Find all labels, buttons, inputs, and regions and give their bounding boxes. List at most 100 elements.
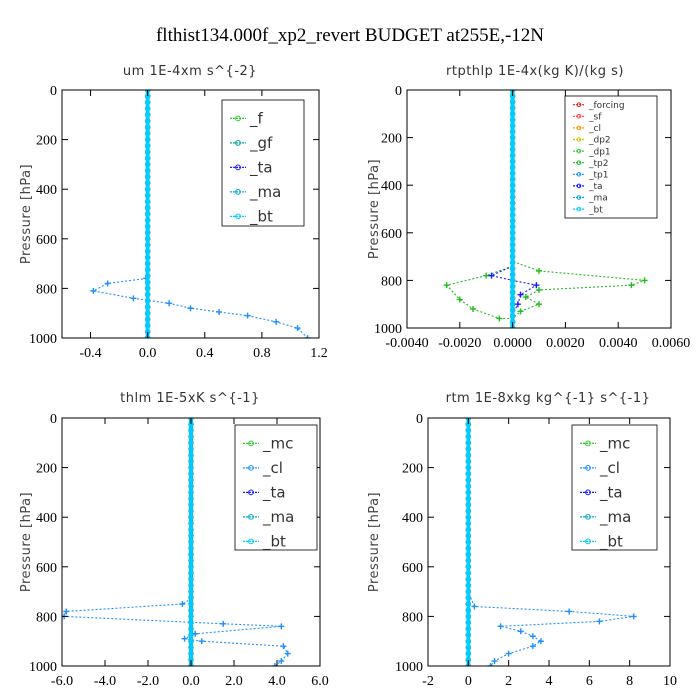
data-point — [536, 301, 542, 308]
x-tick-label: 0.8 — [253, 346, 271, 361]
data-point — [145, 99, 151, 106]
data-point — [145, 155, 151, 161]
y-tick-label: 600 — [402, 561, 423, 576]
x-tick-label: 0.0020 — [546, 336, 585, 351]
x-tick-label: 6.0 — [311, 674, 329, 689]
legend-marker — [585, 489, 591, 496]
data-point — [145, 242, 151, 248]
legend-marker — [235, 139, 241, 146]
legend-label: _mc — [599, 435, 630, 454]
plot-area — [443, 90, 648, 328]
data-point — [509, 301, 516, 307]
data-point — [145, 192, 151, 199]
y-tick-label: 200 — [36, 134, 57, 149]
data-point — [188, 557, 194, 564]
data-point — [304, 335, 311, 338]
subplots: um 1E-4xm s^{-2}Pressure [hPa]0200400600… — [19, 64, 690, 689]
data-point — [536, 286, 542, 293]
legend-marker — [585, 513, 591, 520]
data-point — [630, 613, 637, 620]
data-point — [470, 305, 476, 312]
data-point — [465, 638, 471, 644]
y-tick-label: 0 — [50, 84, 57, 99]
data-point — [509, 134, 516, 141]
data-point — [509, 289, 516, 295]
data-point — [517, 628, 524, 635]
data-point — [517, 291, 524, 298]
x-tick-label: 6 — [586, 674, 593, 689]
legend-marker — [585, 440, 591, 447]
legend-label: _f — [249, 110, 264, 129]
data-point — [465, 632, 471, 638]
data-point — [145, 285, 151, 292]
x-tick-label: 1.2 — [310, 346, 328, 361]
legend-label: _sf — [588, 112, 602, 122]
y-tick-label: 0 — [416, 412, 423, 427]
series-cl — [62, 418, 291, 666]
data-point — [145, 143, 151, 149]
x-tick-label: 0.0000 — [493, 336, 532, 351]
y-tick-label: 800 — [402, 610, 423, 625]
data-point — [145, 322, 151, 329]
legend-marker — [576, 114, 582, 119]
data-point — [145, 298, 151, 304]
data-point — [188, 595, 194, 601]
plot-area — [90, 90, 311, 338]
data-point — [188, 626, 194, 632]
legend-marker — [235, 164, 241, 171]
data-point — [522, 294, 529, 301]
series-bt — [509, 90, 516, 328]
legend-marker — [235, 188, 241, 195]
legend-marker — [576, 137, 582, 142]
y-tick-label: 400 — [381, 179, 402, 194]
data-point — [188, 520, 194, 527]
x-tick-label: 0.4 — [196, 346, 214, 361]
legend-label: _cl — [262, 459, 283, 478]
data-point — [465, 520, 471, 527]
x-tick-label: 0 — [465, 674, 472, 689]
data-point — [181, 635, 188, 642]
data-point — [465, 570, 471, 576]
data-point — [145, 136, 151, 143]
legend-marker — [235, 213, 241, 220]
y-tick-label: 600 — [36, 561, 57, 576]
data-point — [465, 619, 471, 626]
series-line — [63, 418, 289, 666]
data-point — [509, 247, 516, 254]
data-point — [188, 514, 194, 520]
data-point — [509, 259, 516, 266]
legend-box — [221, 99, 305, 227]
legend-label: _forcing — [588, 101, 625, 111]
data-point — [509, 271, 516, 278]
data-point — [284, 650, 291, 657]
y-axis-label: Pressure [hPa] — [367, 492, 382, 592]
data-point — [188, 452, 194, 458]
y-tick-label: 0 — [395, 84, 402, 99]
data-point — [509, 218, 516, 224]
data-point — [188, 471, 194, 477]
data-point — [465, 551, 471, 558]
data-point — [509, 176, 516, 182]
legend-marker — [576, 160, 582, 165]
y-tick-label: 600 — [381, 227, 402, 242]
data-point — [509, 182, 516, 188]
data-point — [497, 623, 504, 630]
data-point — [104, 280, 111, 287]
data-point — [509, 146, 516, 153]
legend-label: _ma — [249, 183, 281, 202]
y-axis-label: Pressure [hPa] — [19, 164, 34, 264]
data-point — [273, 318, 280, 325]
data-point — [188, 570, 194, 576]
y-tick-label: 200 — [402, 462, 423, 477]
legend-label: _tp1 — [588, 170, 608, 180]
data-point — [509, 224, 516, 230]
data-point — [145, 118, 151, 124]
subplot-4: rtm 1E-8xkg kg^{-1} s^{-1} Pressure [hPa]… — [367, 391, 677, 689]
data-point — [465, 495, 471, 502]
data-point — [488, 272, 495, 279]
data-point — [465, 650, 471, 657]
subplot-3: thlm 1E-5xK s^{-1} Pressure [hPa] 0 200 400 6… — [19, 391, 329, 689]
legend-label: _mc — [262, 435, 293, 454]
data-point — [509, 242, 516, 248]
data-point — [465, 557, 471, 564]
